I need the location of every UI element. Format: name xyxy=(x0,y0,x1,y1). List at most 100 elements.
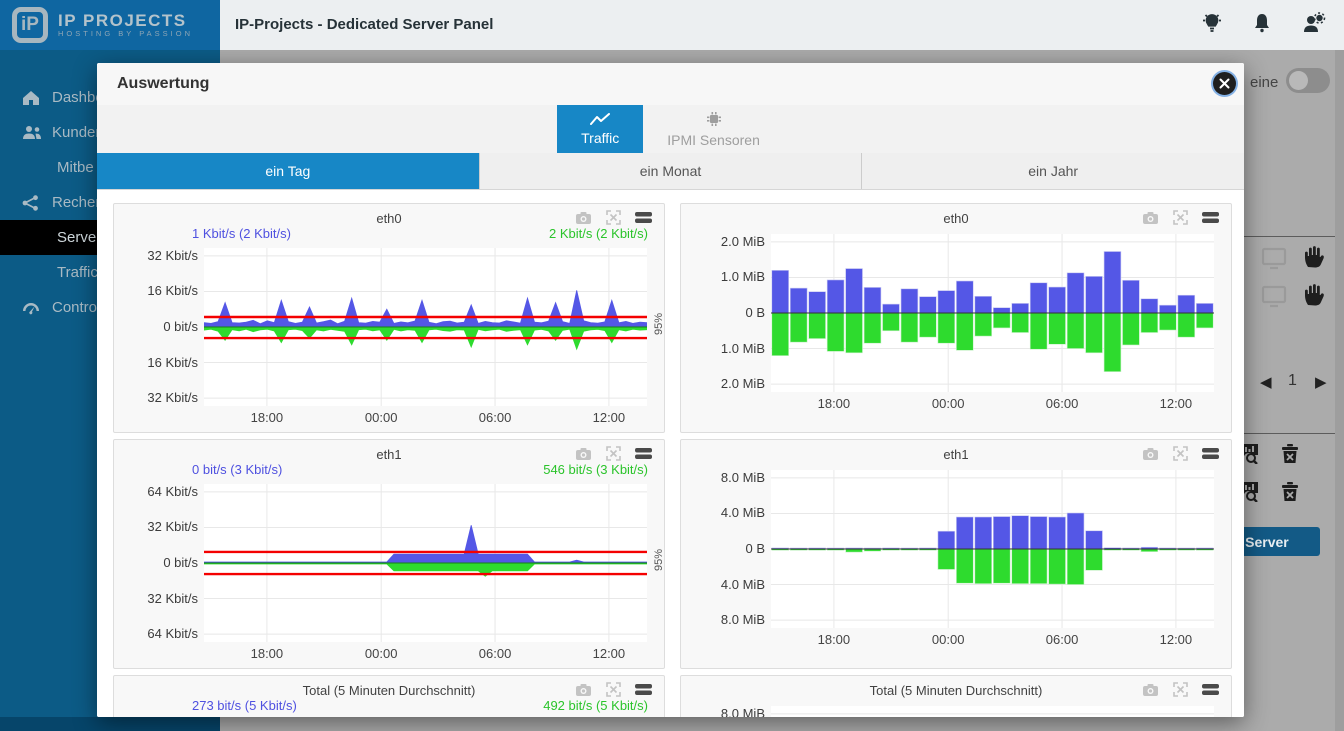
sidebar-item-label: Traffic xyxy=(57,264,98,281)
y-axis-tick: 8.0 MiB xyxy=(720,612,765,628)
x-axis-tick: 18:00 xyxy=(250,646,284,661)
chart-menu-icon[interactable] xyxy=(635,211,652,224)
y-axis-tick: 0 B xyxy=(745,305,765,320)
hand-icon[interactable] xyxy=(1303,245,1325,274)
chart-search-icon[interactable] xyxy=(1240,442,1262,469)
next-page-arrow[interactable]: ▶ xyxy=(1315,374,1327,391)
y-axis-tick: 0 bit/s xyxy=(163,555,198,570)
x-axis-tick: 06:00 xyxy=(1045,632,1079,647)
logo-title: IP PROJECTS xyxy=(58,10,187,30)
close-icon[interactable] xyxy=(1213,72,1236,95)
modal-title: Auswertung xyxy=(117,75,210,92)
monitor-icon[interactable] xyxy=(1260,246,1288,275)
x-axis-tick: 18:00 xyxy=(817,396,851,411)
chart-menu-icon[interactable] xyxy=(635,683,652,696)
snapshot-camera-icon[interactable] xyxy=(575,683,592,697)
outbound-rate-label: 492 bit/s (5 Kbit/s) xyxy=(543,698,648,713)
logo-subtitle: HOSTING BY PASSION xyxy=(58,29,193,39)
chart-plot[interactable]: 2.0 MiB 1.0 MiB 0 B 1.0 MiB 2.0 MiB 18:00 00:0… xyxy=(681,234,1231,432)
sidebar-item-traffic[interactable]: Traffic xyxy=(0,255,220,290)
delete-trash-icon[interactable] xyxy=(1280,480,1300,507)
chart-panel-volume: eth0 2.0 MiB 1.0 MiB 0 B 1.0 MiB 2.0 MiB 18:00… xyxy=(680,203,1232,433)
y-axis-tick: 2.0 MiB xyxy=(720,376,765,392)
snapshot-camera-icon[interactable] xyxy=(1142,683,1159,697)
tab-ipmi-label: IPMI Sensoren xyxy=(667,131,760,148)
hand-icon[interactable] xyxy=(1303,283,1325,312)
y-axis-tick: 32 Kbit/s xyxy=(147,390,198,406)
inbound-rate-label: 0 bit/s (3 Kbit/s) xyxy=(192,462,283,477)
period-tab-bar: ein Tag ein Monat ein Jahr xyxy=(97,153,1244,190)
y-axis-tick: 0 bit/s xyxy=(163,319,198,334)
y-axis-tick: 8.0 MiB xyxy=(720,469,765,485)
sidebar-item-label: Server xyxy=(57,229,102,246)
x-axis-tick: 06:00 xyxy=(478,410,512,425)
x-axis-tick: 12:00 xyxy=(592,646,626,661)
chart-title: eth1 xyxy=(943,447,969,462)
gauge-icon xyxy=(22,301,42,315)
snapshot-camera-icon[interactable] xyxy=(1142,447,1159,461)
fullscreen-expand-icon[interactable] xyxy=(1173,682,1188,697)
prev-page-arrow[interactable]: ◀ xyxy=(1260,374,1272,391)
chart-plot[interactable]: 8.0 MiB 4.0 MiB 0 B 4.0 MiB 8.0 MiB 18:00 00:0… xyxy=(681,470,1231,668)
chart-plot[interactable]: 8.0 MiB xyxy=(681,706,1231,717)
chart-menu-icon[interactable] xyxy=(1202,447,1219,460)
chart-plot[interactable]: 64 Kbit/s 32 Kbit/s 0 bit/s 32 Kbit/s 64 Kbi… xyxy=(114,483,665,668)
users-icon xyxy=(22,125,42,140)
snapshot-camera-icon[interactable] xyxy=(575,447,592,461)
sidebar-item-rechen[interactable]: Rechen xyxy=(0,185,220,220)
user-settings-icon[interactable] xyxy=(1302,12,1326,34)
sidebar-item-label: Mitbe xyxy=(57,159,94,176)
notifications-bell-icon[interactable] xyxy=(1252,12,1272,34)
chart-search-icon[interactable] xyxy=(1240,480,1262,507)
app-logo[interactable]: iP IP PROJECTS HOSTING BY PASSION xyxy=(0,0,220,50)
sidebar-item-label: Kunden xyxy=(52,124,104,141)
fullscreen-expand-icon[interactable] xyxy=(606,682,621,697)
chart-menu-icon[interactable] xyxy=(1202,683,1219,696)
x-axis-tick: 06:00 xyxy=(478,646,512,661)
tab-ein-jahr[interactable]: ein Jahr xyxy=(862,153,1244,189)
modal-tab-bar: Traffic IPMI Sensoren xyxy=(97,105,1244,153)
x-axis-tick: 18:00 xyxy=(250,410,284,425)
page-title: IP-Projects - Dedicated Server Panel xyxy=(235,16,494,33)
sidebar-item-control[interactable]: Control xyxy=(0,290,220,325)
sidebar-item-kunden[interactable]: Kunden xyxy=(0,115,220,150)
y-axis-tick: 64 Kbit/s xyxy=(147,626,198,642)
snapshot-camera-icon[interactable] xyxy=(1142,211,1159,225)
chart-panel-volume: Total (5 Minuten Durchschnitt) 8.0 MiB xyxy=(680,675,1232,717)
y-axis-tick: 16 Kbit/s xyxy=(147,283,198,299)
top-header-bar: iP IP PROJECTS HOSTING BY PASSION IP-Pro… xyxy=(0,0,1344,50)
y-axis-tick: 2.0 MiB xyxy=(720,233,765,249)
chip-icon xyxy=(706,111,722,130)
fullscreen-expand-icon[interactable] xyxy=(606,446,621,461)
y-axis-tick: 4.0 MiB xyxy=(720,505,765,521)
outbound-rate-label: 2 Kbit/s (2 Kbit/s) xyxy=(549,226,648,241)
chart-panel-rate: eth1 0 bit/s (3 Kbit/s) 546 bit/s (3 Kbit/… xyxy=(113,439,665,669)
fullscreen-expand-icon[interactable] xyxy=(1173,210,1188,225)
tab-ein-monat[interactable]: ein Monat xyxy=(479,153,863,189)
background-toggle-switch[interactable] xyxy=(1286,68,1330,93)
monitor-icon[interactable] xyxy=(1260,284,1288,313)
chart-menu-icon[interactable] xyxy=(1202,211,1219,224)
tab-ein-tag[interactable]: ein Tag xyxy=(97,153,480,189)
divider xyxy=(1222,236,1337,237)
tab-ipmi-sensoren[interactable]: IPMI Sensoren xyxy=(643,105,784,153)
fullscreen-expand-icon[interactable] xyxy=(606,210,621,225)
lightbulb-icon[interactable] xyxy=(1202,12,1222,34)
sidebar-item-dashbo[interactable]: Dashbo xyxy=(0,80,220,115)
traffic-chart-icon xyxy=(590,112,611,128)
page-scrollbar[interactable] xyxy=(1335,50,1344,731)
auswertung-modal: Auswertung Traffic IPMI Sensoren xyxy=(97,63,1244,717)
fullscreen-expand-icon[interactable] xyxy=(1173,446,1188,461)
tab-traffic[interactable]: Traffic xyxy=(557,105,644,153)
sidebar-footer xyxy=(0,717,220,731)
chart-panel-rate: eth0 1 Kbit/s (2 Kbit/s) 2 Kbit/s (2 Kbit/… xyxy=(113,203,665,433)
delete-trash-icon[interactable] xyxy=(1280,442,1300,469)
share-icon xyxy=(22,194,42,211)
y-axis-tick: 0 B xyxy=(745,541,765,556)
chart-menu-icon[interactable] xyxy=(635,447,652,460)
snapshot-camera-icon[interactable] xyxy=(575,211,592,225)
chart-plot[interactable]: 32 Kbit/s 16 Kbit/s 0 bit/s 16 Kbit/s 32 Kbi… xyxy=(114,248,665,432)
sidebar-item-mitbe[interactable]: Mitbe xyxy=(0,150,220,185)
y-axis-tick: 64 Kbit/s xyxy=(147,483,198,499)
chart-title: Total (5 Minuten Durchschnitt) xyxy=(302,683,476,698)
